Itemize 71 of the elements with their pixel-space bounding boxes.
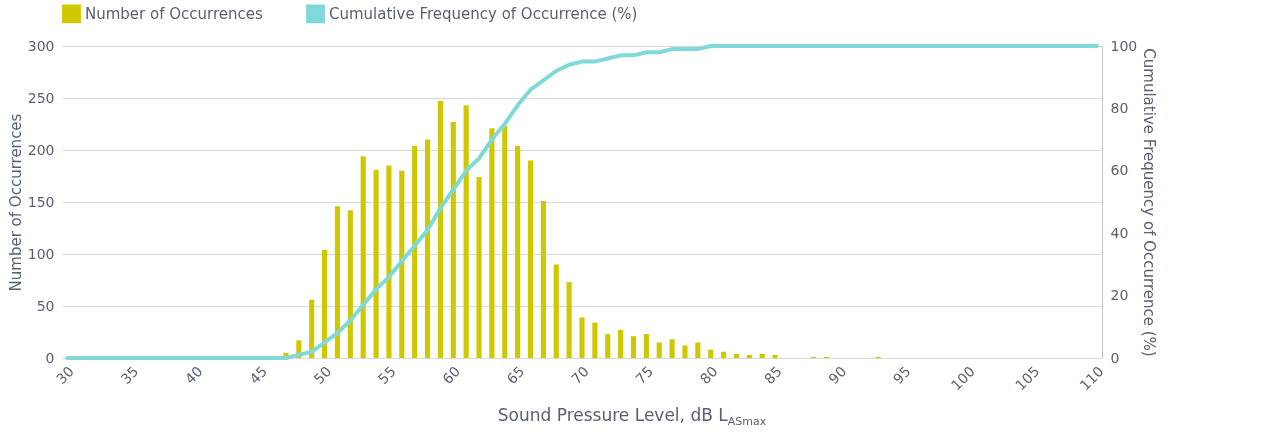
line-series [65,44,1099,360]
x-tick-label: 70 [567,363,592,388]
x-tick-label: 80 [696,363,721,388]
bar [515,145,521,358]
bar [643,334,649,358]
legend-label: Number of Occurrences [85,4,264,23]
bar [772,354,778,358]
y2-tick-label: 40 [1110,224,1129,241]
bar [630,336,637,358]
bar [618,329,624,358]
y2-tick-label: 60 [1110,162,1129,179]
bar [450,121,456,358]
bar [489,128,495,358]
x-tick-label: 35 [117,363,142,388]
bar [605,334,611,358]
bar [746,354,752,358]
y-tick-label: 250 [27,89,55,106]
legend-label: Cumulative Frequency of Occurrence (%) [329,4,638,23]
bar [463,105,469,358]
y-tick-label: 50 [36,297,55,314]
bar [733,353,740,358]
bar [708,349,714,358]
y2-tick-label: 20 [1110,287,1129,304]
y2-tick-label: 80 [1110,99,1129,116]
y-tick-label: 100 [27,245,55,262]
bar [721,351,727,358]
y2-tick-label: 0 [1110,349,1120,366]
bar [386,165,392,358]
x-tick-label: 60 [439,363,464,388]
bar [682,345,688,358]
y2-tick-label: 100 [1110,37,1138,54]
x-tick-label: 75 [632,363,657,388]
x-axis-title: Sound Pressure Level, dB L$_{ASmax}$ [496,405,768,429]
bar [334,206,341,358]
x-tick-label: 55 [374,363,399,388]
x-tick-label: 95 [889,363,914,388]
x-tick-label: 50 [310,363,335,388]
bar [695,342,701,358]
bar [656,342,662,358]
x-tick-label: 65 [503,363,528,388]
bar [527,160,534,358]
bar [502,126,508,358]
x-tick-label: 110 [1076,363,1107,394]
bar [424,139,431,358]
bar [579,317,585,358]
bar [437,101,443,358]
y-tick-label: 150 [27,193,55,210]
x-tick-label: 45 [246,363,271,388]
bar [669,339,675,358]
y2-axis-title: Cumulative Frequency of Occurrence (%) [1140,48,1159,357]
y-tick-label: 200 [27,141,55,158]
y-tick-label: 0 [45,349,55,366]
bar [759,353,765,358]
y-axis-title: Number of Occurrences [6,113,25,292]
bar [347,210,353,358]
bar [592,322,598,358]
bar [360,156,366,358]
bar [399,170,405,358]
x-tick-label: 85 [761,363,785,388]
bar [476,177,482,358]
y-tick-label: 300 [27,37,55,54]
x-tick-label: 90 [825,363,850,388]
x-tick-label: 100 [947,363,979,394]
x-tick-label: 40 [181,363,206,388]
bar [322,249,328,358]
bar [373,169,379,358]
bar [412,145,418,358]
bar [566,282,572,358]
bar [553,264,559,358]
bar [540,200,546,358]
x-tick-label: 30 [53,363,78,388]
